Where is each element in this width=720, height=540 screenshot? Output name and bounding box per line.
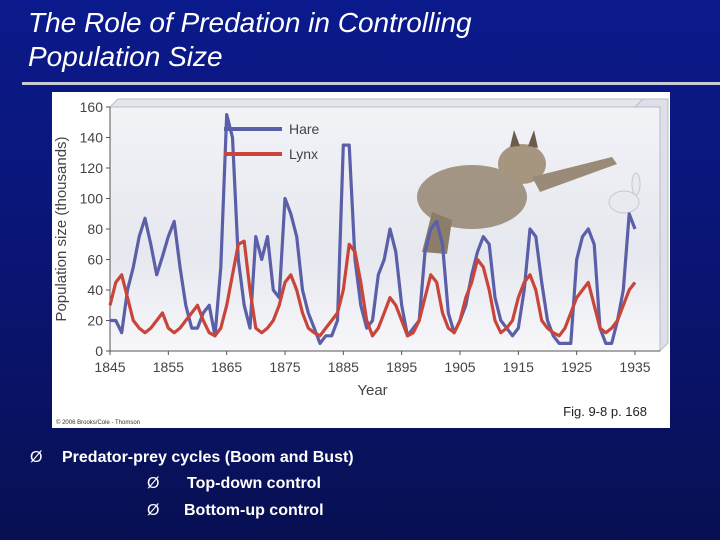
figure-panel: 0 20 40 60 80 100 120 140 160 1845 1855 1865 1875 188… [52,92,670,428]
y-tick-label-100: 100 [80,191,104,207]
x-tick-label-1875: 1875 [269,359,300,375]
hare-ear [631,172,641,196]
figure-reference: Fig. 9-8 p. 168 [563,404,647,419]
x-tick-label-1905: 1905 [444,359,475,375]
title-line-1: The Role of Predation in Controlling [28,7,472,38]
plot-top-face [108,98,670,108]
x-axis-label: Year [357,382,387,399]
lynx-head-illustration [498,144,546,184]
y-tick-label-80: 80 [87,221,103,237]
x-tick-label-1925: 1925 [561,359,592,375]
lynx-body-illustration [417,165,527,229]
bullet-text: Predator-prey cycles (Boom and Bust) [62,449,354,466]
sub-bullet-marker-1: Ø [147,475,160,492]
hare-illustration [608,190,640,214]
y-tick-label-0: 0 [95,343,103,359]
y-tick-label-160: 160 [80,99,104,115]
lynx-ear-left [510,130,520,147]
x-tick-label-1845: 1845 [94,359,125,375]
lynx-hind-leg [422,212,452,254]
bullet-marker: Ø [30,449,43,466]
x-tick-label-1915: 1915 [503,359,534,375]
title-divider [22,82,720,85]
legend-label-hare: Hare [289,121,320,137]
slide-title: The Role of Predation in Controlling Pop… [28,6,688,74]
copyright-notice: © 2006 Brooks/Cole - Thomson [56,419,140,426]
x-tick-label-1865: 1865 [211,359,242,375]
y-tick-label-60: 60 [87,252,103,268]
sub-bullet-marker-2: Ø [147,502,160,519]
x-tick-label-1935: 1935 [619,359,650,375]
series-line-hare [110,113,637,345]
y-tick-label-40: 40 [87,282,103,298]
title-line-2: Population Size [28,41,223,72]
series-line-lynx [108,239,637,338]
lynx-front-leg [532,157,617,192]
y-tick-label-140: 140 [80,130,104,146]
sub-bullet-top-down: Top-down control [187,475,321,492]
x-tick-label-1895: 1895 [386,359,417,375]
y-axis-label: Population size (thousands) [53,136,70,321]
x-tick-label-1885: 1885 [328,359,359,375]
legend-label-lynx: Lynx [289,146,318,162]
sub-bullet-bottom-up: Bottom-up control [184,502,324,519]
x-tick-label-1855: 1855 [153,359,184,375]
y-tick-label-20: 20 [87,313,103,329]
population-chart: 0 20 40 60 80 100 120 140 160 1845 1855 1865 1875 188… [53,98,670,426]
y-tick-label-120: 120 [80,160,104,176]
lynx-ear-right [528,130,538,148]
